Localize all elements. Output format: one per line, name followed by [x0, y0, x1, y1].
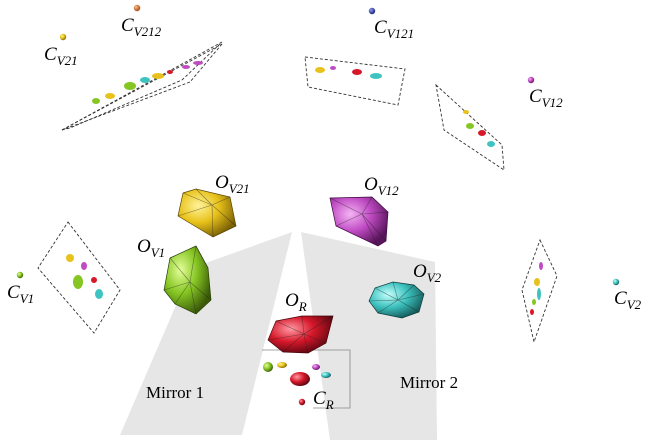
- object-o-v1: [163, 245, 212, 315]
- camera-center-r: [298, 398, 306, 406]
- label-o-v12: OV12: [364, 174, 399, 198]
- mirror-1-plane: [120, 232, 292, 435]
- label-c-v212: CV212: [121, 15, 162, 39]
- virtual-image-plane-v212: [61, 41, 223, 131]
- label-c-v12: CV12: [529, 86, 563, 110]
- label-c-v2: CV2: [614, 288, 642, 312]
- label-c-v121: CV121: [374, 17, 414, 41]
- virtual-image-plane-v2: [521, 238, 558, 344]
- label-o-v2: OV2: [413, 261, 442, 285]
- virtual-image-plane-v1: [37, 221, 121, 334]
- camera-center-v121: [368, 7, 376, 15]
- virtual-image-plane-v12: [435, 83, 505, 171]
- object-o-v21: [177, 188, 237, 238]
- label-c-v1: CV1: [7, 282, 34, 306]
- label-o-v1: OV1: [137, 236, 165, 260]
- mirror-2-label: Mirror 2: [400, 373, 458, 392]
- virtual-image-plane-v121: [304, 56, 406, 106]
- label-o-v21: OV21: [215, 172, 250, 196]
- label-o-r: OR: [285, 290, 307, 314]
- camera-center-v1: [16, 271, 24, 279]
- label-c-v21: CV21: [44, 44, 78, 68]
- object-o-r: [267, 315, 334, 354]
- label-c-r: CR: [313, 388, 334, 412]
- mirror-1-label: Mirror 1: [146, 383, 204, 402]
- camera-center-v2: [612, 278, 620, 286]
- camera-center-v12: [527, 76, 535, 84]
- camera-center-v21: [59, 33, 67, 41]
- object-o-v2: [368, 281, 425, 319]
- camera-center-v212: [133, 4, 141, 12]
- object-o-v12: [329, 196, 389, 247]
